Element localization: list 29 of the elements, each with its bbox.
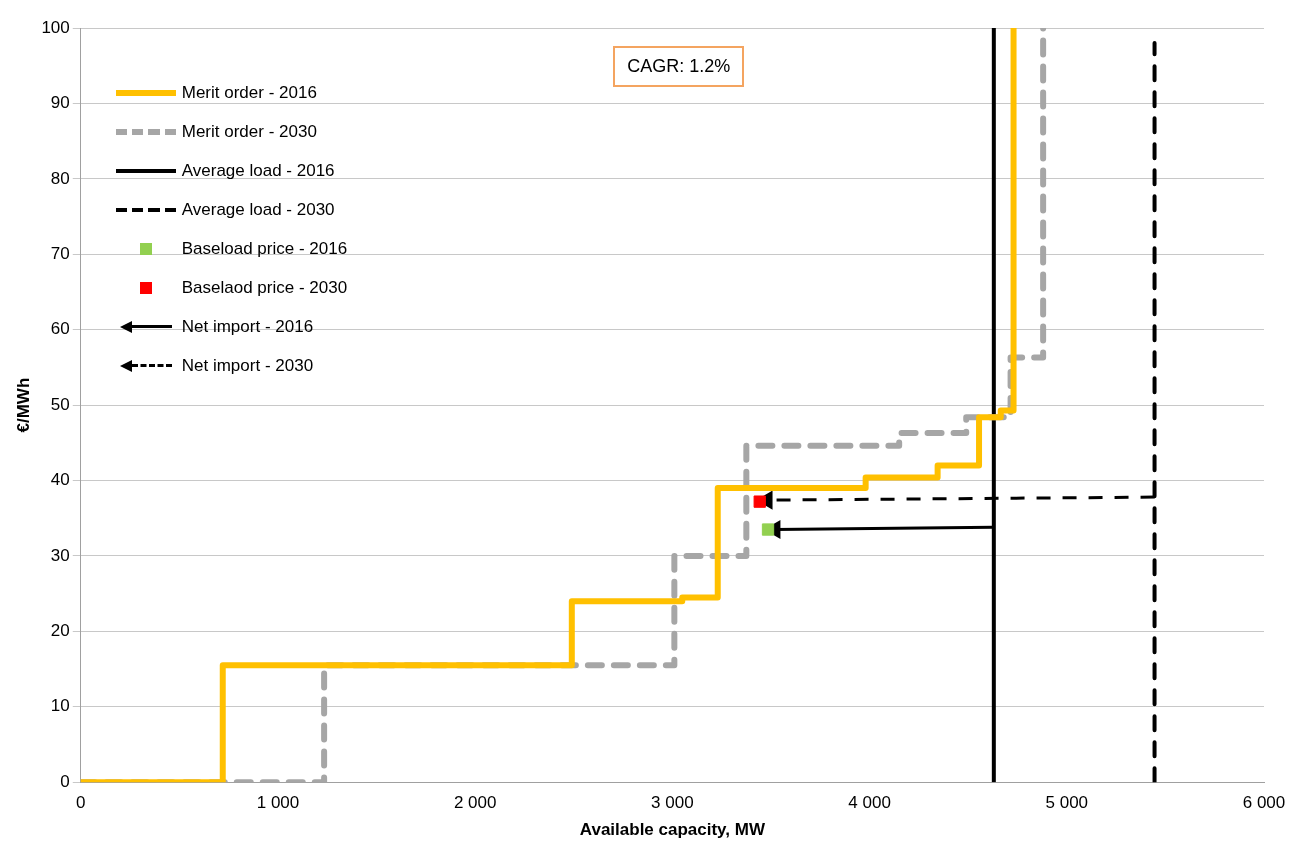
x-tick-label: 0: [76, 793, 86, 813]
y-tick-label: 40: [50, 470, 70, 490]
legend-label: Average load - 2030: [181, 199, 335, 220]
legend-label: Baselaod price - 2030: [181, 277, 348, 298]
x-tick-label: 4 000: [848, 793, 891, 813]
x-tick-label: 3 000: [651, 793, 694, 813]
x-tick-label: 1 000: [256, 793, 300, 813]
legend-label: Net import - 2016: [181, 316, 314, 337]
y-tick-label: 90: [50, 93, 70, 113]
x-tick-label: 5 000: [1045, 793, 1089, 813]
y-tick-label: 30: [50, 545, 70, 565]
legend-label: Baseload price - 2016: [181, 238, 348, 259]
y-tick-label: 10: [50, 696, 70, 716]
annotation: CAGR: 1.2%: [627, 56, 731, 77]
x-tick-label: 6 000: [1242, 793, 1286, 813]
legend-label: Merit order - 2016: [181, 82, 317, 103]
x-axis-title: Available capacity, MW: [579, 820, 766, 840]
legend-label: Net import - 2030: [181, 355, 314, 376]
legend-label: Merit order - 2030: [181, 121, 317, 142]
y-tick-label: 60: [50, 319, 70, 339]
legend-label: Average load - 2016: [181, 160, 335, 181]
y-tick-label: 20: [50, 621, 70, 641]
y-tick-label: 80: [50, 168, 70, 188]
y-tick-label: 70: [50, 243, 70, 263]
y-tick-label: 0: [60, 771, 70, 791]
x-tick-label: 2 000: [453, 793, 497, 813]
y-axis-title: €/MWh: [13, 377, 33, 433]
y-tick-label: 50: [50, 394, 70, 414]
y-tick-label: 100: [41, 17, 70, 37]
